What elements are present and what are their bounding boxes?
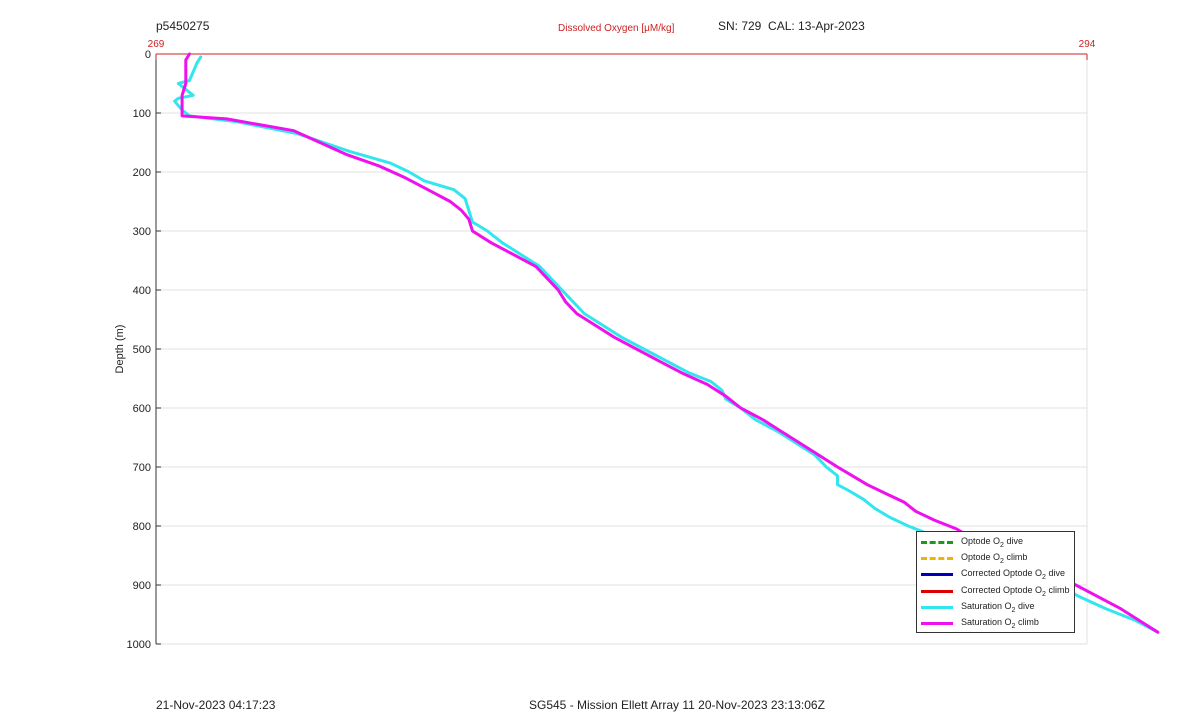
y-tick-label: 300 <box>133 226 151 238</box>
legend-swatch <box>921 573 953 577</box>
legend-item: Saturation O2 dive <box>917 599 1074 615</box>
y-tick-label: 200 <box>133 167 151 179</box>
legend-item: Corrected Optode O2 dive <box>917 566 1074 582</box>
sensor-info: SN: 729 CAL: 13-Apr-2023 <box>718 19 865 33</box>
legend-item: Saturation O2 climb <box>917 615 1074 631</box>
chart-legend: Optode O2 dive Optode O2 climb Corrected O… <box>916 531 1075 633</box>
x-axis-label: Dissolved Oxygen [μM/kg] <box>558 23 675 34</box>
legend-label: Optode O2 climb <box>961 552 1028 565</box>
y-tick-label: 100 <box>133 108 151 120</box>
x-tick-label: 294 <box>1079 39 1096 50</box>
legend-swatch <box>921 541 953 544</box>
y-tick-label: 0 <box>145 49 151 61</box>
legend-swatch <box>921 605 953 609</box>
legend-item: Corrected Optode O2 climb <box>917 583 1074 599</box>
legend-item: Optode O2 dive <box>917 534 1074 550</box>
legend-label: Corrected Optode O2 dive <box>961 568 1065 582</box>
legend-label: Saturation O2 dive <box>961 600 1035 614</box>
y-axis-label: Depth (m) <box>114 325 126 374</box>
legend-label: Optode O2 dive <box>961 536 1023 549</box>
footer-mission: SG545 - Mission Ellett Array 11 20-Nov-2… <box>529 698 825 712</box>
y-tick-label: 700 <box>133 462 151 474</box>
legend-label: Corrected Optode O2 climb <box>961 584 1070 598</box>
x-tick-label: 269 <box>148 39 165 50</box>
y-tick-label: 900 <box>133 580 151 592</box>
legend-swatch <box>921 557 953 561</box>
profile-id: p5450275 <box>156 19 210 33</box>
y-tick-label: 600 <box>133 403 151 415</box>
footer-timestamp: 21-Nov-2023 04:17:23 <box>156 698 276 712</box>
y-tick-label: 500 <box>133 344 151 356</box>
legend-swatch <box>921 589 953 593</box>
legend-swatch <box>921 622 953 625</box>
y-tick-label: 1000 <box>127 639 151 651</box>
y-tick-label: 400 <box>133 285 151 297</box>
legend-label: Saturation O2 climb <box>961 617 1039 630</box>
legend-item: Optode O2 climb <box>917 550 1074 566</box>
y-tick-label: 800 <box>133 521 151 533</box>
